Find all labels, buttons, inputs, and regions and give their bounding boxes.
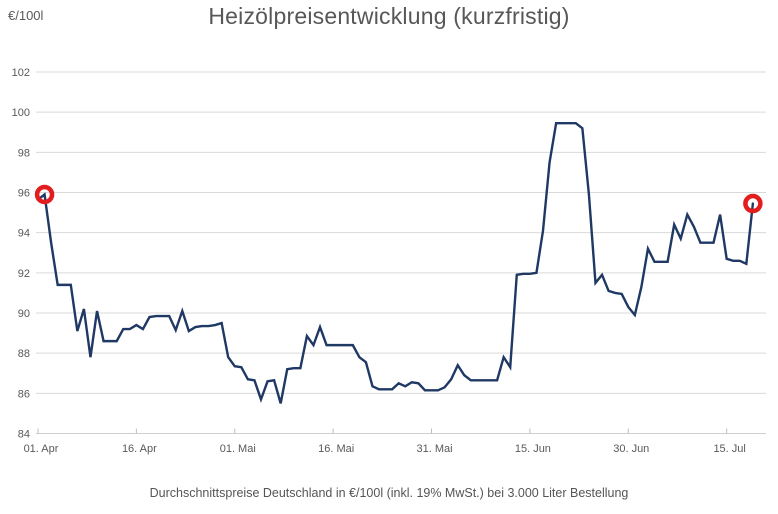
x-axis-label: 16. Apr	[122, 443, 157, 455]
end-marker-circle	[743, 193, 763, 214]
y-axis-label: 102	[12, 67, 30, 79]
price-line	[36, 122, 755, 404]
x-axis-label: 01. Mai	[220, 443, 256, 455]
start-marker-circle	[34, 184, 55, 205]
x-axis-label: 15. Jun	[515, 443, 551, 455]
x-axis-label: 01. Apr	[24, 443, 59, 455]
y-axis-label: 88	[18, 348, 30, 360]
y-axis-label: 98	[18, 147, 30, 159]
y-axis-unit-label: €/100l	[8, 8, 44, 23]
x-axis-label: 31. Mai	[416, 443, 452, 455]
chart-title: Heizölpreisentwicklung (kurzfristig)	[208, 3, 570, 29]
y-axis-label: 94	[18, 228, 30, 240]
chart-caption: Durchschnittspreise Deutschland in €/100…	[149, 486, 629, 500]
y-axis-label: 84	[18, 429, 30, 441]
x-axis-label: 15. Jul	[713, 443, 745, 455]
y-axis-label: 90	[18, 308, 30, 320]
y-axis-label: 96	[18, 188, 30, 200]
x-axis-label: 30. Jun	[613, 443, 649, 455]
y-axis-label: 86	[18, 388, 30, 400]
y-axis-label: 100	[12, 107, 30, 119]
x-axis-label: 16. Mai	[318, 443, 354, 455]
y-axis-label: 92	[18, 268, 30, 280]
